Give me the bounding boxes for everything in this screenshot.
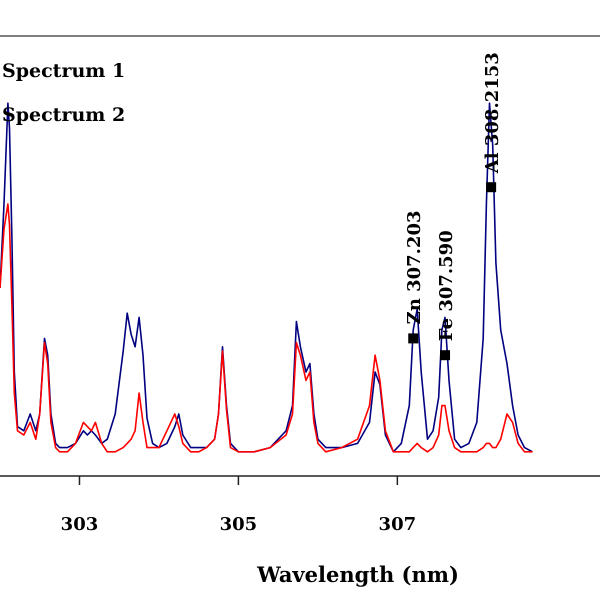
x-tick-label-305: 305 bbox=[220, 514, 258, 535]
annotation-marker-1 bbox=[408, 333, 419, 344]
peak-annotations: Zn 307.203 Fe 307.590 Al 308.2153 bbox=[404, 52, 503, 361]
annotation-label-2: Fe 307.590 bbox=[436, 230, 457, 341]
annotation-label-3: Al 308.2153 bbox=[482, 52, 503, 174]
x-tick-label-307: 307 bbox=[379, 514, 417, 535]
x-axis-ticks bbox=[78, 476, 399, 485]
series-layer bbox=[0, 102, 533, 453]
x-tick-label-303: 303 bbox=[61, 514, 99, 535]
legend-entry-spectrum-1: Spectrum 1 bbox=[2, 60, 125, 82]
series-line-2 bbox=[0, 203, 533, 453]
legend: Spectrum 1 Spectrum 2 bbox=[2, 60, 125, 126]
annotation-label-1: Zn 307.203 bbox=[404, 210, 425, 324]
annotation-marker-3 bbox=[486, 182, 497, 193]
legend-entry-spectrum-2: Spectrum 2 bbox=[2, 104, 125, 126]
x-axis-label: Wavelength (nm) bbox=[256, 562, 459, 587]
plot-area bbox=[0, 36, 600, 476]
annotation-marker-2 bbox=[440, 350, 451, 361]
x-axis-tick-labels: 303 305 307 bbox=[61, 514, 416, 535]
